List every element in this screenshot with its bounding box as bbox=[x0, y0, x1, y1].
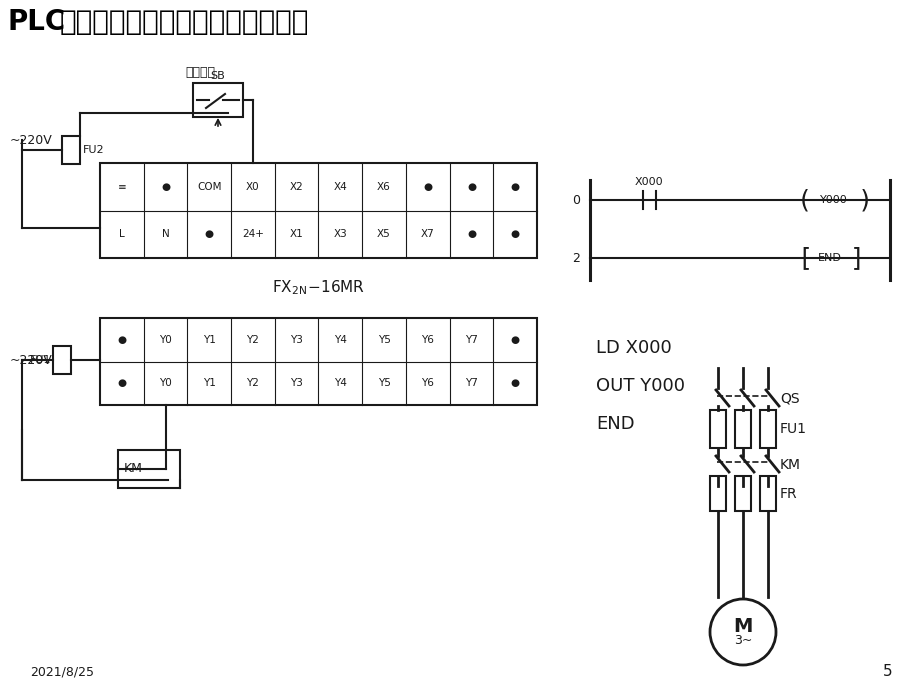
Text: 24+: 24+ bbox=[242, 229, 264, 239]
Text: (: ( bbox=[796, 188, 811, 212]
Text: 2021/8/25: 2021/8/25 bbox=[30, 665, 94, 678]
Text: Y000: Y000 bbox=[819, 195, 847, 205]
Text: ~220V: ~220V bbox=[10, 353, 52, 366]
Text: QS: QS bbox=[779, 391, 799, 405]
Text: Y3: Y3 bbox=[289, 378, 302, 388]
Text: Y4: Y4 bbox=[334, 335, 346, 345]
Text: FU1: FU1 bbox=[779, 422, 806, 436]
Text: ●: ● bbox=[467, 181, 475, 192]
Bar bbox=[118, 450, 180, 488]
Text: ~220V: ~220V bbox=[10, 133, 52, 146]
Text: Y6: Y6 bbox=[421, 378, 434, 388]
Text: Y5: Y5 bbox=[377, 335, 390, 345]
Text: X6: X6 bbox=[377, 181, 391, 192]
Bar bbox=[734, 476, 750, 511]
Text: 控制的电动机点动控制线路和程序: 控制的电动机点动控制线路和程序 bbox=[60, 8, 309, 36]
Text: Y5: Y5 bbox=[377, 378, 390, 388]
Text: SB: SB bbox=[210, 71, 225, 81]
Text: COM: COM bbox=[197, 181, 221, 192]
Text: ●: ● bbox=[423, 181, 432, 192]
Text: FU1: FU1 bbox=[29, 355, 51, 365]
Text: 0: 0 bbox=[572, 193, 579, 206]
Text: END: END bbox=[596, 415, 634, 433]
Text: 点动按钮: 点动按钮 bbox=[185, 66, 215, 79]
Text: END: END bbox=[817, 253, 841, 263]
Text: FU2: FU2 bbox=[83, 145, 105, 155]
Bar bbox=[709, 476, 725, 511]
Text: ●: ● bbox=[118, 378, 126, 388]
Text: ●: ● bbox=[161, 181, 170, 192]
Text: KM: KM bbox=[124, 462, 142, 475]
Text: X2: X2 bbox=[289, 181, 303, 192]
Text: ●: ● bbox=[205, 229, 213, 239]
Bar bbox=[193, 83, 243, 117]
Text: Y0: Y0 bbox=[159, 335, 172, 345]
Text: ●: ● bbox=[510, 378, 519, 388]
Bar bbox=[759, 410, 775, 448]
Text: KM: KM bbox=[779, 458, 800, 472]
Text: X1: X1 bbox=[289, 229, 303, 239]
Text: ●: ● bbox=[510, 181, 519, 192]
Text: Y1: Y1 bbox=[202, 335, 215, 345]
Text: 2: 2 bbox=[572, 251, 579, 264]
Text: Y7: Y7 bbox=[464, 378, 477, 388]
Text: ●: ● bbox=[510, 229, 519, 239]
Bar bbox=[734, 410, 750, 448]
Bar bbox=[53, 346, 71, 374]
Text: X7: X7 bbox=[420, 229, 434, 239]
Text: Y2: Y2 bbox=[246, 335, 259, 345]
Bar bbox=[709, 410, 725, 448]
Text: Y3: Y3 bbox=[289, 335, 302, 345]
Text: Y6: Y6 bbox=[421, 335, 434, 345]
Bar bbox=[100, 318, 537, 405]
Bar bbox=[759, 476, 775, 511]
Text: M: M bbox=[732, 616, 752, 635]
Bar bbox=[100, 163, 537, 258]
Text: X5: X5 bbox=[377, 229, 391, 239]
Text: ●: ● bbox=[510, 335, 519, 345]
Text: ●: ● bbox=[118, 335, 126, 345]
Text: OUT Y000: OUT Y000 bbox=[596, 377, 685, 395]
Bar bbox=[62, 136, 80, 164]
Text: L: L bbox=[119, 229, 125, 239]
Text: ●: ● bbox=[467, 229, 475, 239]
Text: 3~: 3~ bbox=[733, 635, 752, 647]
Text: X3: X3 bbox=[333, 229, 346, 239]
Text: X000: X000 bbox=[634, 177, 663, 187]
Text: Y1: Y1 bbox=[202, 378, 215, 388]
Text: LD X000: LD X000 bbox=[596, 339, 671, 357]
Text: $\mathrm{FX_{2N}\!-\!16MR}$: $\mathrm{FX_{2N}\!-\!16MR}$ bbox=[272, 279, 365, 297]
Text: Y4: Y4 bbox=[334, 378, 346, 388]
Text: [: [ bbox=[796, 246, 811, 270]
Text: X4: X4 bbox=[333, 181, 346, 192]
Text: FR: FR bbox=[779, 486, 797, 500]
Text: X0: X0 bbox=[246, 181, 259, 192]
Text: PLC: PLC bbox=[8, 8, 66, 36]
Text: ≡: ≡ bbox=[118, 181, 126, 192]
Text: Y7: Y7 bbox=[464, 335, 477, 345]
Text: 5: 5 bbox=[882, 664, 892, 680]
Text: ]: ] bbox=[849, 246, 864, 270]
Text: Y0: Y0 bbox=[159, 378, 172, 388]
Text: Y2: Y2 bbox=[246, 378, 259, 388]
Text: ): ) bbox=[857, 188, 872, 212]
Text: N: N bbox=[162, 229, 169, 239]
